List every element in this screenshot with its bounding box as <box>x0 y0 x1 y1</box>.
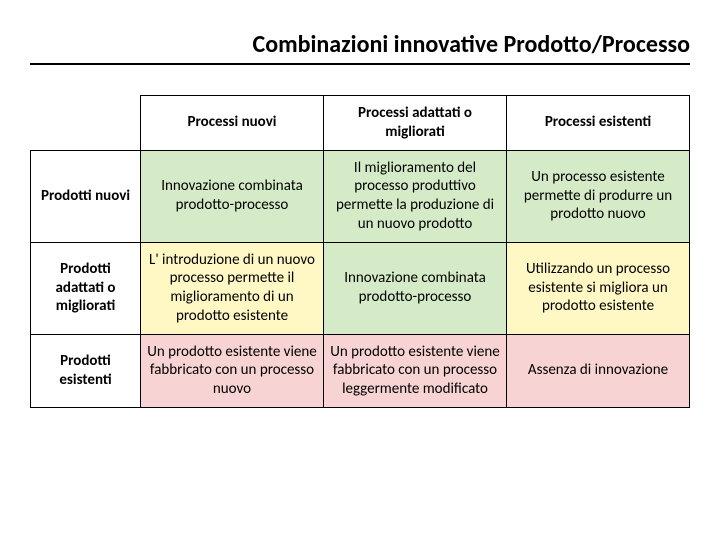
col-header: Processi adattati o migliorati <box>324 96 507 151</box>
corner-cell <box>31 96 141 151</box>
table-row-header: Processi nuovi Processi adattati o migli… <box>31 96 690 151</box>
row-header: Prodotti adattati o migliorati <box>31 242 141 334</box>
cell: Il miglioramento del processo produttivo… <box>324 150 507 242</box>
col-header: Processi nuovi <box>141 96 324 151</box>
slide-title: Combinazioni innovative Prodotto/Process… <box>30 30 690 65</box>
cell: Un processo esistente permette di produr… <box>507 150 690 242</box>
slide-container: Combinazioni innovative Prodotto/Process… <box>0 0 720 428</box>
matrix-table: Processi nuovi Processi adattati o migli… <box>30 95 690 408</box>
cell: Innovazione combinata prodotto-processo <box>324 242 507 334</box>
table-row: Prodotti adattati o migliorati L' introd… <box>31 242 690 334</box>
table-row: Prodotti esistenti Un prodotto esistente… <box>31 334 690 407</box>
cell: L' introduzione di un nuovo processo per… <box>141 242 324 334</box>
col-header: Processi esistenti <box>507 96 690 151</box>
row-header: Prodotti nuovi <box>31 150 141 242</box>
cell: Utilizzando un processo esistente si mig… <box>507 242 690 334</box>
row-header: Prodotti esistenti <box>31 334 141 407</box>
cell: Un prodotto esistente viene fabbricato c… <box>324 334 507 407</box>
cell: Un prodotto esistente viene fabbricato c… <box>141 334 324 407</box>
cell: Innovazione combinata prodotto-processo <box>141 150 324 242</box>
table-row: Prodotti nuovi Innovazione combinata pro… <box>31 150 690 242</box>
cell: Assenza di innovazione <box>507 334 690 407</box>
